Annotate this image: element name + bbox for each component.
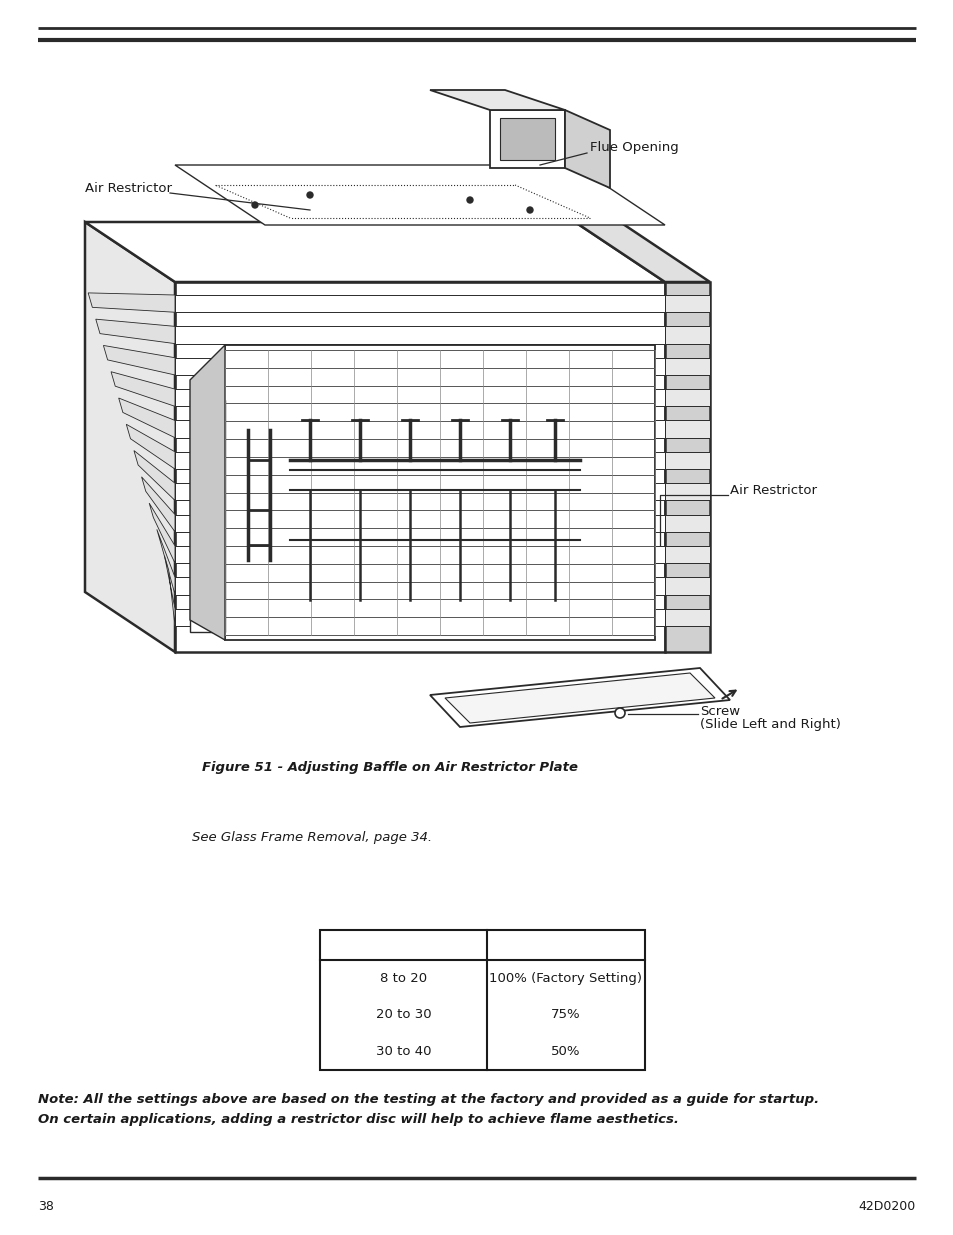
Polygon shape bbox=[174, 609, 664, 626]
Polygon shape bbox=[499, 119, 555, 161]
Polygon shape bbox=[174, 389, 664, 406]
Text: 42D0200: 42D0200 bbox=[858, 1200, 915, 1214]
Polygon shape bbox=[664, 515, 709, 532]
Polygon shape bbox=[664, 483, 709, 500]
Circle shape bbox=[307, 191, 313, 198]
Text: 75%: 75% bbox=[551, 1009, 580, 1021]
Polygon shape bbox=[430, 668, 729, 727]
Polygon shape bbox=[664, 420, 709, 437]
Polygon shape bbox=[575, 222, 709, 282]
Text: 30 to 40: 30 to 40 bbox=[375, 1045, 431, 1058]
Polygon shape bbox=[174, 483, 664, 500]
Polygon shape bbox=[133, 451, 174, 500]
Circle shape bbox=[526, 207, 533, 212]
Polygon shape bbox=[164, 556, 174, 626]
Text: 20 to 30: 20 to 30 bbox=[375, 1009, 431, 1021]
Bar bbox=[319, 930, 644, 1070]
Circle shape bbox=[615, 708, 624, 718]
Text: 50%: 50% bbox=[551, 1045, 580, 1058]
Polygon shape bbox=[190, 400, 225, 632]
Polygon shape bbox=[664, 282, 709, 652]
Polygon shape bbox=[664, 577, 709, 594]
Text: See Glass Frame Removal, page 34.: See Glass Frame Removal, page 34. bbox=[192, 831, 432, 845]
Circle shape bbox=[467, 198, 473, 203]
Polygon shape bbox=[664, 326, 709, 343]
Polygon shape bbox=[118, 398, 174, 437]
Polygon shape bbox=[490, 110, 564, 168]
Text: Note: All the settings above are based on the testing at the factory and provide: Note: All the settings above are based o… bbox=[38, 1093, 819, 1107]
Polygon shape bbox=[111, 372, 174, 406]
Text: Flue Opening: Flue Opening bbox=[589, 142, 678, 154]
Polygon shape bbox=[149, 503, 174, 563]
Text: 8 to 20: 8 to 20 bbox=[379, 972, 427, 984]
Polygon shape bbox=[190, 345, 225, 640]
Polygon shape bbox=[174, 577, 664, 594]
Text: (Slide Left and Right): (Slide Left and Right) bbox=[700, 718, 840, 731]
Text: Air Restrictor: Air Restrictor bbox=[729, 483, 816, 496]
Text: 100% (Factory Setting): 100% (Factory Setting) bbox=[489, 972, 641, 984]
Polygon shape bbox=[174, 295, 664, 312]
Polygon shape bbox=[664, 452, 709, 469]
Polygon shape bbox=[156, 530, 174, 594]
Polygon shape bbox=[444, 673, 714, 722]
Text: Air Restrictor: Air Restrictor bbox=[85, 182, 172, 194]
Polygon shape bbox=[174, 282, 664, 652]
Text: On certain applications, adding a restrictor disc will help to achieve flame aes: On certain applications, adding a restri… bbox=[38, 1114, 679, 1126]
Polygon shape bbox=[430, 90, 564, 110]
Polygon shape bbox=[174, 358, 664, 375]
Text: 38: 38 bbox=[38, 1200, 53, 1214]
Polygon shape bbox=[225, 345, 655, 640]
Polygon shape bbox=[564, 110, 609, 188]
Polygon shape bbox=[88, 293, 174, 312]
Polygon shape bbox=[174, 326, 664, 343]
Polygon shape bbox=[664, 295, 709, 312]
Polygon shape bbox=[174, 165, 664, 225]
Polygon shape bbox=[103, 346, 174, 375]
Polygon shape bbox=[664, 546, 709, 563]
Polygon shape bbox=[85, 222, 664, 282]
Polygon shape bbox=[174, 515, 664, 532]
Polygon shape bbox=[141, 477, 174, 532]
Polygon shape bbox=[174, 452, 664, 469]
Polygon shape bbox=[664, 358, 709, 375]
Circle shape bbox=[252, 203, 257, 207]
Text: Figure 51 - Adjusting Baffle on Air Restrictor Plate: Figure 51 - Adjusting Baffle on Air Rest… bbox=[202, 762, 578, 774]
Polygon shape bbox=[174, 420, 664, 437]
Polygon shape bbox=[174, 546, 664, 563]
Text: Screw: Screw bbox=[700, 705, 740, 718]
Polygon shape bbox=[95, 319, 174, 343]
Polygon shape bbox=[664, 389, 709, 406]
Polygon shape bbox=[126, 425, 174, 469]
Polygon shape bbox=[85, 222, 174, 652]
Polygon shape bbox=[664, 609, 709, 626]
